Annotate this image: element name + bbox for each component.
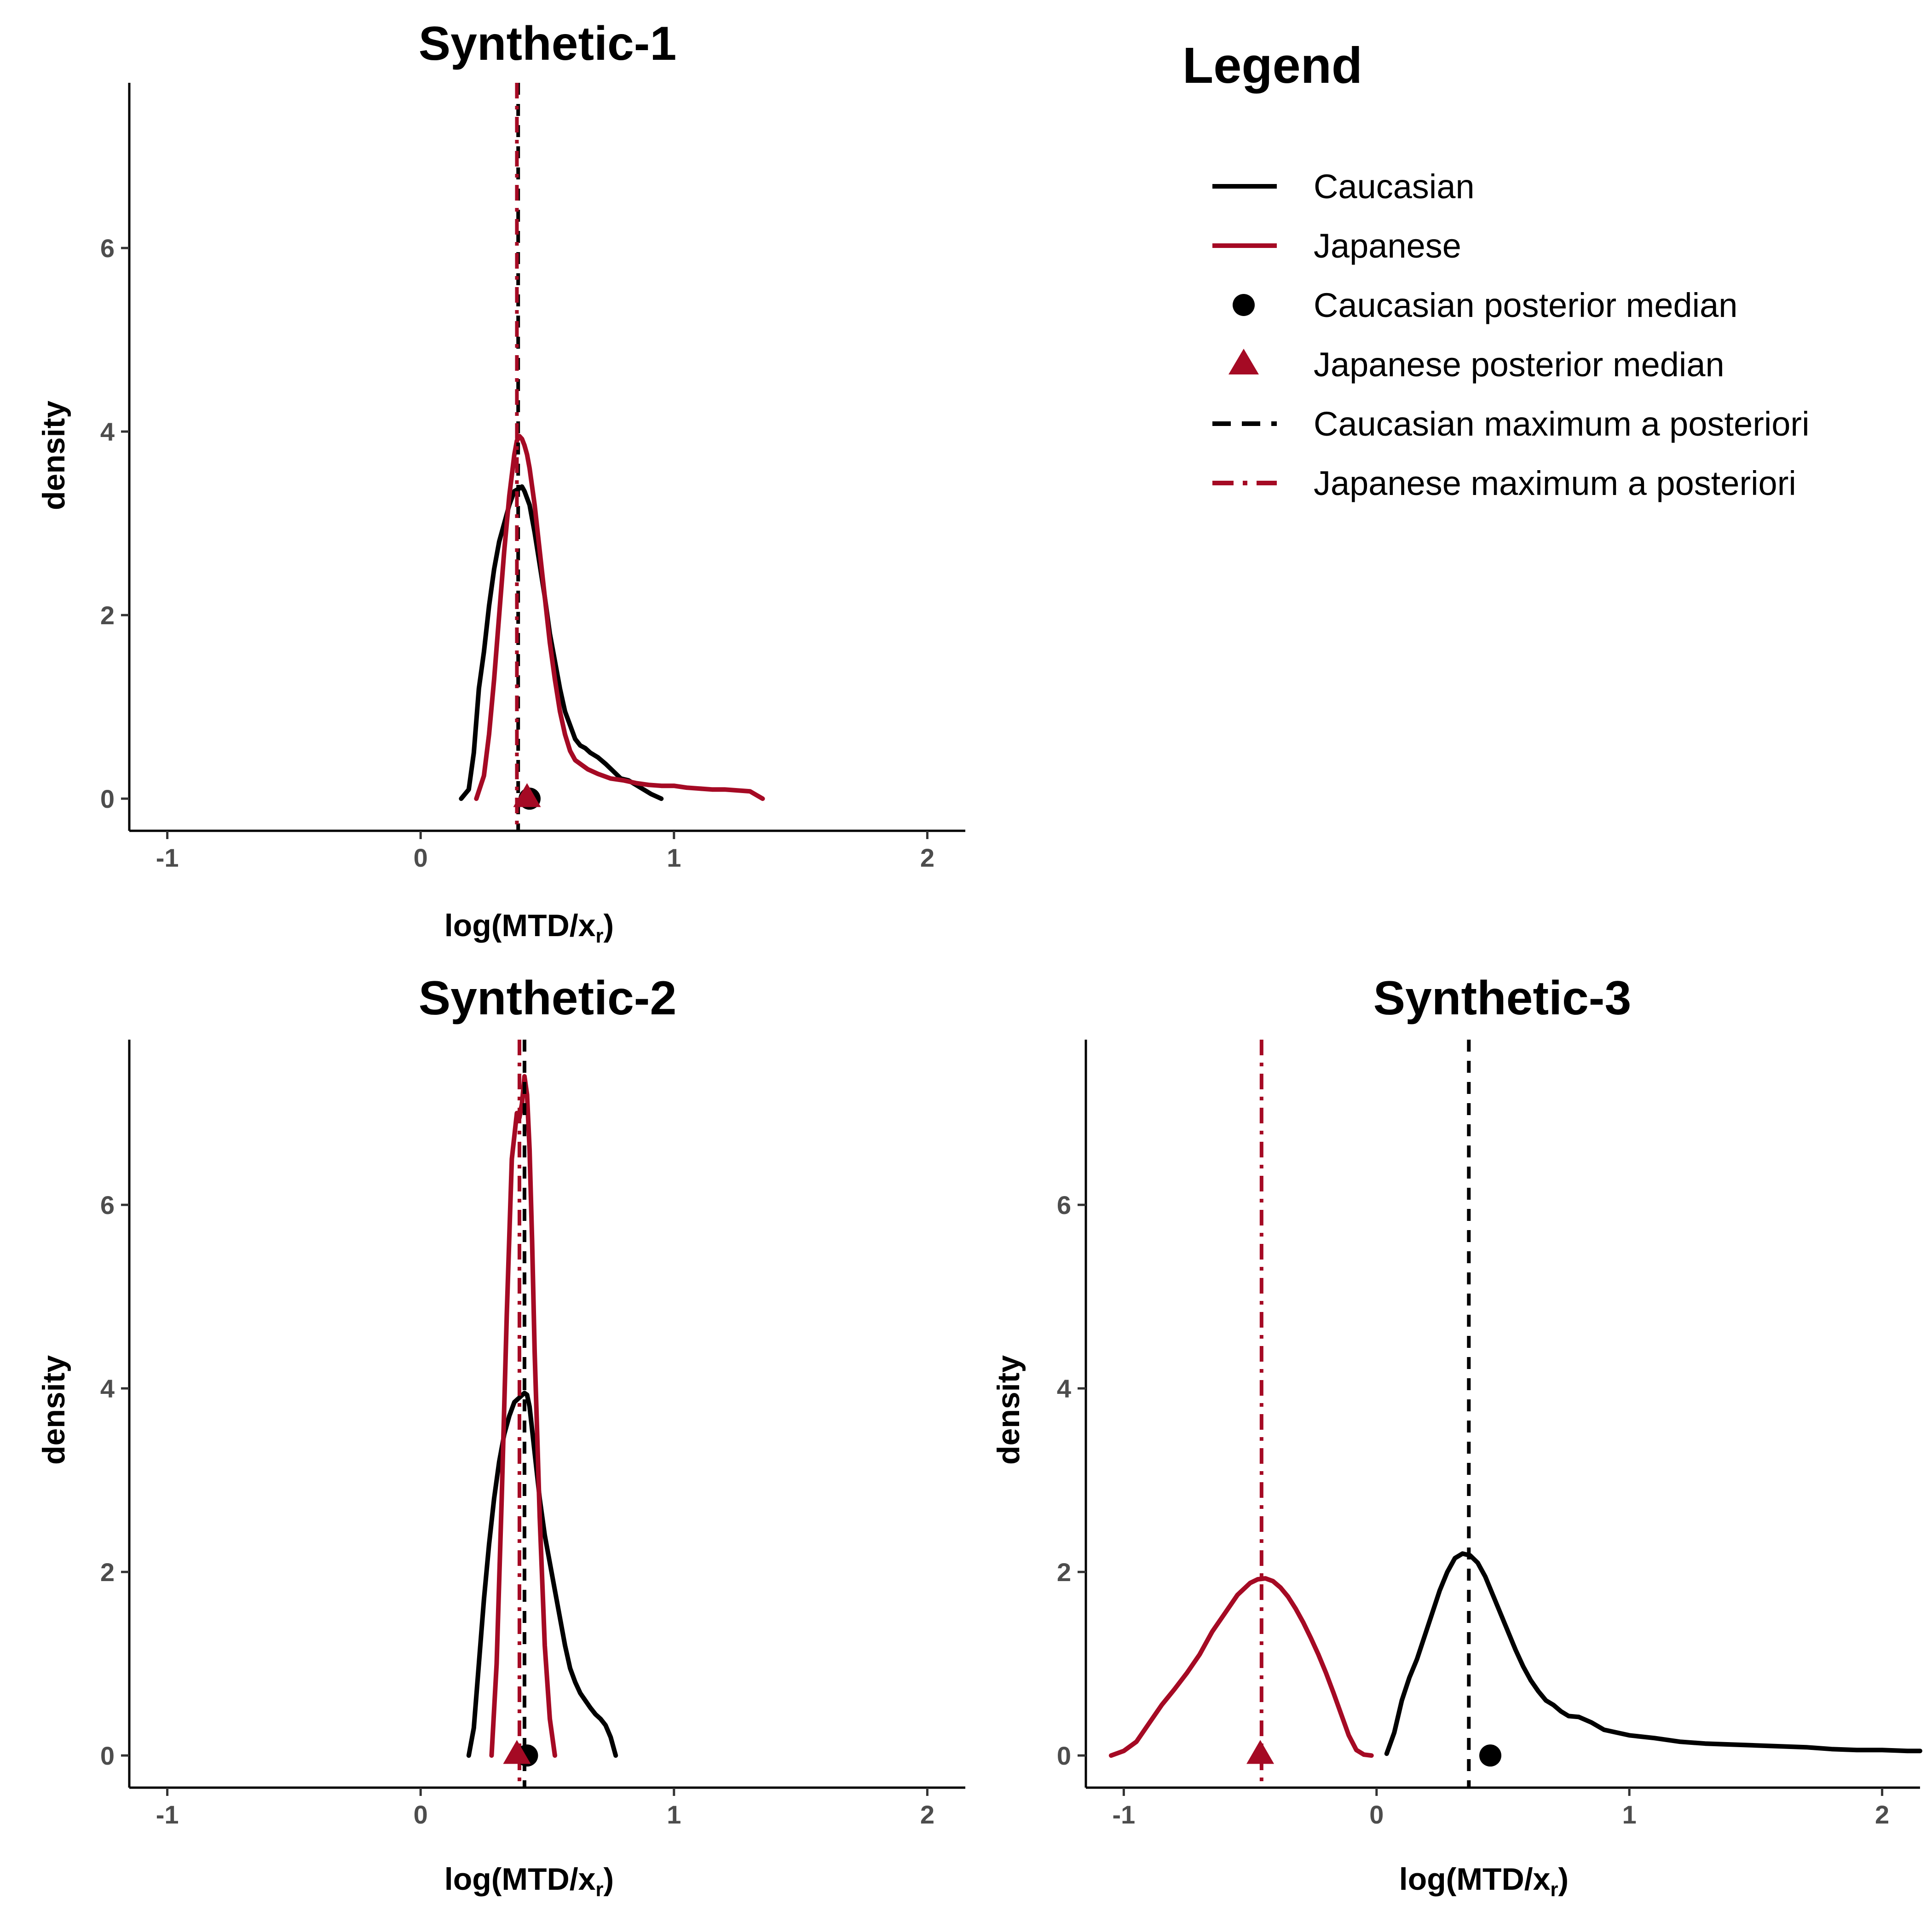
x-tick-label: 2 — [920, 1800, 934, 1829]
panel-synthetic-3: Synthetic-3 -1 0 1 2 0 2 4 6 log(MTD/xr) densit… — [991, 972, 1922, 1901]
x-tick-label: -1 — [156, 1800, 179, 1829]
plot-area: -1 0 1 2 0 2 4 6 — [1057, 1040, 1922, 1829]
median-marker-japanese-posterior-median — [503, 1740, 531, 1764]
legend-item-japanese-maximum-a-posteriori: Japanese maximum a posteriori — [1212, 464, 1796, 502]
x-tick-label: 1 — [1622, 1800, 1637, 1829]
x-tick-label: 0 — [414, 843, 428, 872]
legend-label: Japanese maximum a posteriori — [1314, 464, 1796, 502]
y-axis-label: density — [36, 1355, 71, 1465]
legend-label: Japanese posterior median — [1314, 345, 1724, 384]
panel-title: Synthetic-3 — [1373, 972, 1632, 1025]
y-tick-label: 4 — [1057, 1374, 1071, 1403]
y-tick-label: 0 — [1057, 1741, 1071, 1770]
legend-label: Caucasian maximum a posteriori — [1314, 405, 1810, 443]
median-marker-caucasian-posterior-median — [1479, 1744, 1502, 1767]
density-line-japanese — [474, 434, 765, 801]
x-tick-label: 1 — [667, 843, 681, 872]
legend: Legend Caucasian Japanese Caucasian poster… — [1182, 37, 1810, 502]
y-tick-label: 6 — [100, 1191, 115, 1220]
density-line-caucasian — [1384, 1551, 1922, 1756]
x-tick-label: 1 — [667, 1800, 681, 1829]
y-tick-label: 2 — [1057, 1558, 1071, 1587]
y-tick-label: 2 — [100, 601, 115, 630]
plot-area: -1 0 1 2 0 2 4 6 — [100, 83, 965, 872]
y-tick-label: 4 — [100, 417, 115, 446]
x-tick-label: 0 — [1369, 1800, 1384, 1829]
x-axis-label: log(MTD/xr) — [444, 908, 614, 947]
x-tick-label: -1 — [156, 843, 179, 872]
legend-key-triangle — [1228, 349, 1259, 374]
legend-item-caucasian-posterior-median: Caucasian posterior median — [1233, 286, 1737, 324]
legend-key-circle — [1233, 294, 1255, 316]
y-tick-label: 6 — [100, 234, 115, 263]
panel-synthetic-1: Synthetic-1 -1 0 1 2 0 2 4 6 log(MTD/xr) densit… — [36, 17, 965, 947]
x-tick-label: 0 — [414, 1800, 428, 1829]
panel-title: Synthetic-1 — [419, 17, 677, 70]
legend-item-japanese-posterior-median: Japanese posterior median — [1228, 345, 1724, 384]
x-axis-label: log(MTD/xr) — [1399, 1862, 1569, 1901]
median-marker-japanese-posterior-median — [1246, 1740, 1275, 1764]
x-tick-label: -1 — [1113, 1800, 1136, 1829]
legend-label: Japanese — [1314, 227, 1461, 265]
legend-title: Legend — [1182, 37, 1362, 94]
legend-items: Caucasian Japanese Caucasian posterior med… — [1212, 167, 1810, 502]
density-line-japanese — [489, 1074, 557, 1758]
panel-title: Synthetic-2 — [419, 972, 677, 1025]
y-axis-label: density — [36, 401, 71, 510]
y-axis-label: density — [991, 1355, 1026, 1465]
legend-label: Caucasian — [1314, 167, 1475, 206]
y-tick-label: 0 — [100, 1741, 115, 1770]
legend-item-japanese: Japanese — [1212, 227, 1461, 265]
plot-area: -1 0 1 2 0 2 4 6 — [100, 1040, 965, 1829]
y-tick-label: 4 — [100, 1374, 115, 1403]
panel-synthetic-2: Synthetic-2 -1 0 1 2 0 2 4 6 log(MTD/xr) densit… — [36, 972, 965, 1901]
y-tick-label: 6 — [1057, 1191, 1071, 1220]
x-axis-label: log(MTD/xr) — [444, 1862, 614, 1901]
legend-item-caucasian: Caucasian — [1212, 167, 1475, 206]
x-tick-label: 2 — [920, 843, 934, 872]
y-tick-label: 2 — [100, 1558, 115, 1587]
legend-label: Caucasian posterior median — [1314, 286, 1737, 324]
density-line-japanese — [1108, 1576, 1374, 1758]
median-marker-japanese-posterior-median — [513, 783, 541, 807]
legend-item-caucasian-maximum-a-posteriori: Caucasian maximum a posteriori — [1212, 405, 1810, 443]
y-tick-label: 0 — [100, 784, 115, 813]
x-tick-label: 2 — [1875, 1800, 1889, 1829]
